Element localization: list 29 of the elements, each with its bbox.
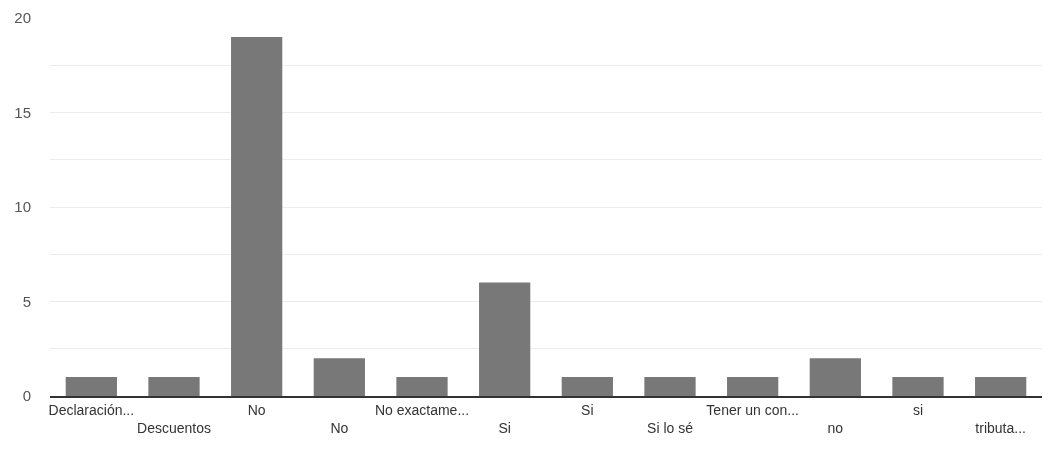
bar [561, 377, 613, 396]
bar [231, 36, 283, 396]
bar [313, 358, 365, 396]
bar [975, 377, 1027, 396]
bar [396, 377, 448, 396]
bar [65, 377, 117, 396]
y-tick-label: 15 [14, 103, 31, 121]
y-tick-label: 5 [22, 292, 31, 310]
y-tick-label: 20 [14, 9, 31, 27]
x-tick-label: Tener un con... [706, 401, 799, 418]
x-tick-label: tributa... [975, 420, 1026, 436]
bar [148, 377, 200, 396]
x-tick-label: No exactame... [374, 401, 470, 418]
x-tick-label: si [912, 401, 924, 418]
x-tick-label: Si lo sé [647, 420, 694, 436]
x-tick-label: Si [581, 401, 594, 418]
y-tick-label: 0 [22, 387, 31, 405]
bar [727, 377, 779, 396]
y-tick-label: 10 [14, 198, 31, 216]
bar [892, 377, 944, 396]
x-tick-label: No [330, 420, 349, 436]
x-tick-label: Descuentos [137, 420, 211, 436]
bar [644, 377, 696, 396]
bar [479, 282, 531, 396]
x-tick-label: Declaración... [48, 401, 135, 418]
x-tick-label: Si [498, 420, 511, 436]
bar [809, 358, 861, 396]
x-tick-label: no [827, 420, 844, 436]
x-tick-label: No [247, 401, 266, 418]
